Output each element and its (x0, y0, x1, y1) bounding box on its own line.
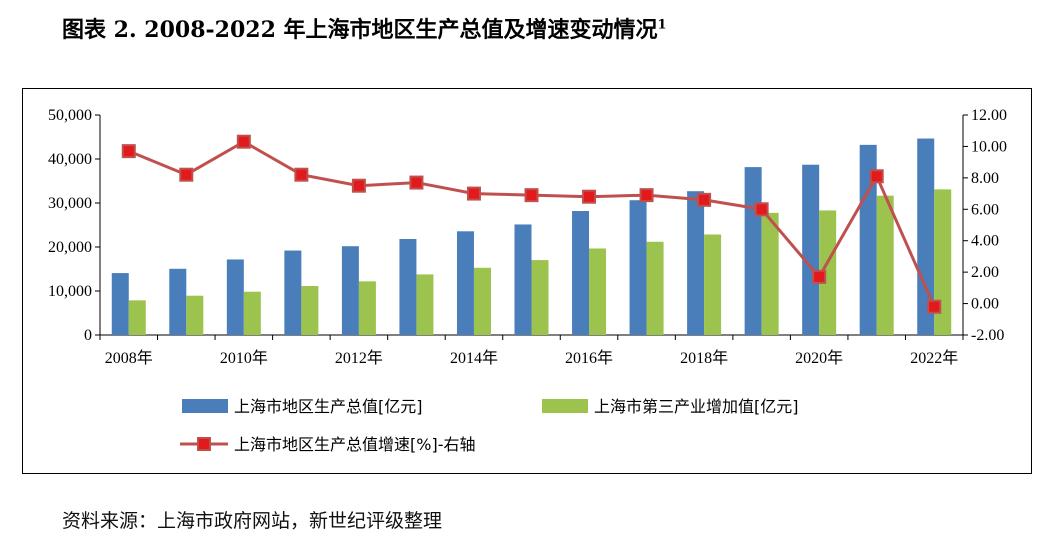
bar-gdp (802, 164, 820, 335)
source-note: 资料来源：上海市政府网站，新世纪评级整理 (62, 510, 443, 532)
bar-tertiary (819, 210, 837, 335)
bar-gdp (341, 246, 359, 335)
growth-marker (294, 167, 309, 182)
left-axis-tick-label: 50,000 (48, 107, 92, 124)
legend-swatch-growth-marker (197, 437, 211, 451)
bar-tertiary (704, 234, 722, 335)
axes: 0 10,000 20,000 30,000 40,000 50,000 -2.00 0.00… (48, 107, 1007, 367)
bar-gdp (399, 239, 417, 335)
growth-marker (639, 188, 654, 203)
x-axis-tick-label: 2022年 (910, 349, 958, 367)
bars (111, 138, 952, 335)
bar-gdp (859, 144, 877, 335)
x-axis-tick-label: 2008年 (105, 349, 153, 367)
left-axis-tick-label: 0 (84, 327, 92, 344)
bar-tertiary (531, 260, 549, 335)
bar-tertiary (416, 274, 434, 335)
footnote-mark: 1 (657, 17, 667, 33)
bar-gdp (226, 259, 244, 335)
right-axis-tick-label: 4.00 (971, 233, 999, 250)
growth-line (121, 134, 942, 314)
bar-gdp (744, 167, 762, 335)
bar-tertiary (128, 300, 146, 335)
growth-marker (927, 299, 942, 314)
bar-tertiary (934, 189, 952, 335)
bar-gdp (284, 250, 302, 335)
bar-tertiary (186, 295, 204, 335)
bar-gdp (514, 224, 532, 335)
growth-marker (351, 178, 366, 193)
legend-label-growth: 上海市地区生产总值增速[%]-右轴 (234, 435, 475, 454)
x-axis-tick-label: 2018年 (680, 349, 728, 367)
legend-label-tertiary: 上海市第三产业增加值[亿元] (594, 397, 799, 416)
right-axis-tick-label: 8.00 (971, 170, 999, 187)
bar-tertiary (473, 267, 491, 335)
growth-marker (754, 202, 769, 217)
right-axis-tick-label: 6.00 (971, 201, 999, 218)
bar-gdp (629, 200, 647, 335)
bar-gdp (572, 211, 590, 335)
growth-marker (582, 189, 597, 204)
x-axis-tick-label: 2016年 (565, 349, 613, 367)
growth-marker (812, 269, 827, 284)
legend: 上海市地区生产总值[亿元] 上海市第三产业增加值[亿元] 上海市地区生产总值增速[%… (180, 397, 799, 454)
bar-tertiary (243, 291, 261, 335)
right-axis-tick-label: 0.00 (971, 296, 999, 313)
growth-marker (121, 144, 136, 159)
left-axis-tick-label: 40,000 (48, 151, 92, 168)
growth-marker (869, 169, 884, 184)
right-axis-tick-label: 12.00 (971, 107, 1007, 124)
bar-gdp (111, 273, 129, 335)
chart-title: 图表 2. 2008-2022 年上海市地区生产总值及增速变动情况1 (62, 12, 667, 44)
x-axis-tick-label: 2012年 (335, 349, 383, 367)
left-axis-tick-label: 30,000 (48, 195, 92, 212)
left-axis-tick-label: 10,000 (48, 283, 92, 300)
x-axis-tick-label: 2020年 (795, 349, 843, 367)
bar-tertiary (646, 241, 664, 335)
bar-tertiary (589, 248, 607, 335)
bar-gdp (456, 231, 474, 335)
left-axis-tick-label: 20,000 (48, 239, 92, 256)
growth-marker (466, 186, 481, 201)
bar-tertiary (761, 212, 779, 335)
growth-marker (697, 192, 712, 207)
legend-swatch-gdp (182, 399, 228, 413)
bar-tertiary (358, 281, 376, 335)
growth-marker (236, 134, 251, 149)
bar-gdp (687, 191, 705, 335)
legend-swatch-tertiary (542, 399, 588, 413)
bar-tertiary (301, 285, 319, 335)
x-axis-tick-label: 2010年 (220, 349, 268, 367)
chart-canvas: 0 10,000 20,000 30,000 40,000 50,000 -2.00 0.00… (48, 107, 1007, 454)
chart-frame (22, 88, 1032, 474)
growth-marker (524, 188, 539, 203)
right-axis-tick-label: 10.00 (971, 138, 1007, 155)
chart-title-text: 图表 2. 2008-2022 年上海市地区生产总值及增速变动情况 (62, 17, 658, 43)
bar-gdp (169, 268, 187, 335)
right-axis-tick-label: -2.00 (971, 327, 1004, 344)
right-axis-tick-label: 2.00 (971, 264, 999, 281)
bar-tertiary (876, 195, 894, 335)
legend-label-gdp: 上海市地区生产总值[亿元] (234, 397, 423, 416)
growth-marker (409, 175, 424, 190)
x-axis-tick-label: 2014年 (450, 349, 498, 367)
bar-gdp (917, 138, 935, 335)
growth-marker (179, 167, 194, 182)
